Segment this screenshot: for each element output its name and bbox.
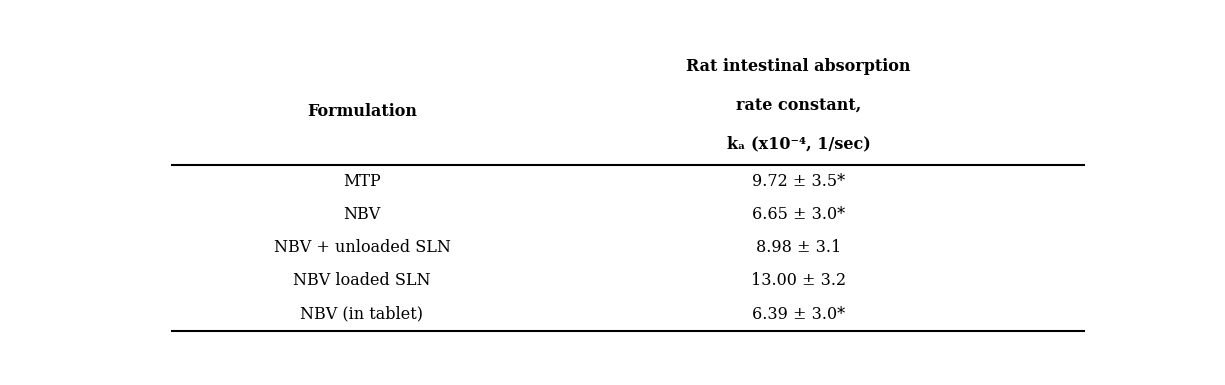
Text: rate constant,: rate constant, [736, 97, 861, 114]
Text: NBV: NBV [343, 206, 381, 223]
Text: kₐ (x10⁻⁴, 1/sec): kₐ (x10⁻⁴, 1/sec) [726, 136, 871, 152]
Text: 8.98 ± 3.1: 8.98 ± 3.1 [756, 239, 842, 256]
Text: Rat intestinal absorption: Rat intestinal absorption [686, 59, 911, 75]
Text: NBV (in tablet): NBV (in tablet) [300, 306, 424, 323]
Text: NBV loaded SLN: NBV loaded SLN [293, 273, 431, 290]
Text: 13.00 ± 3.2: 13.00 ± 3.2 [751, 273, 846, 290]
Text: 9.72 ± 3.5*: 9.72 ± 3.5* [752, 173, 845, 190]
Text: NBV + unloaded SLN: NBV + unloaded SLN [273, 239, 451, 256]
Text: 6.65 ± 3.0*: 6.65 ± 3.0* [752, 206, 845, 223]
Text: 6.39 ± 3.0*: 6.39 ± 3.0* [752, 306, 845, 323]
Text: MTP: MTP [343, 173, 381, 190]
Text: Formulation: Formulation [307, 103, 417, 120]
